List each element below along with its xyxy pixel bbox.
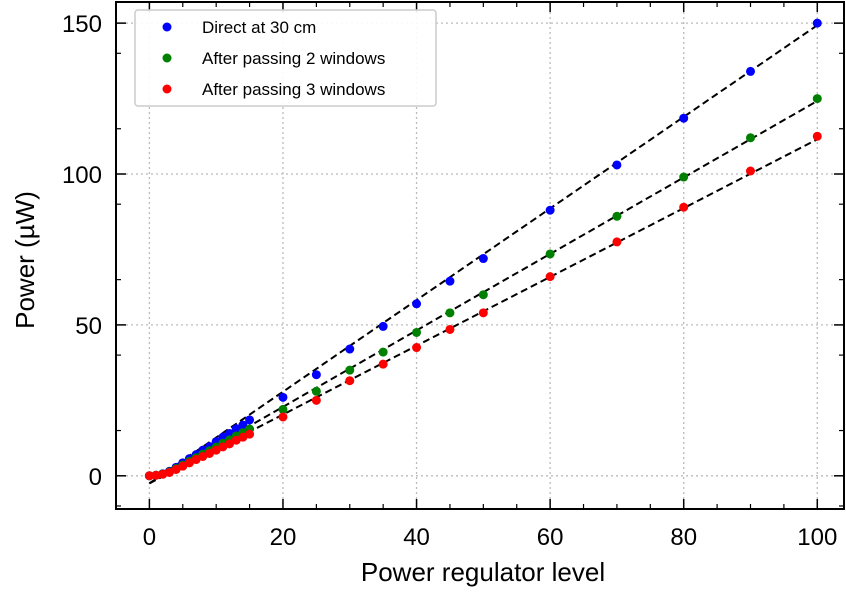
x-tick-label: 0 (143, 524, 156, 551)
data-point-series-3 (205, 448, 215, 458)
x-tick-label: 60 (537, 524, 564, 551)
fit-line-series-2 (148, 100, 818, 485)
data-point-series-1 (679, 113, 689, 123)
axis-ticks (116, 2, 844, 509)
data-point-series-2 (445, 308, 455, 318)
data-point-series-1 (545, 205, 555, 215)
data-point-series-1 (478, 254, 488, 264)
data-point-series-2 (278, 404, 288, 414)
data-point-series-2 (311, 386, 321, 396)
data-point-series-3 (612, 237, 622, 247)
data-point-series-1 (412, 299, 422, 309)
legend-marker (162, 22, 172, 32)
data-point-series-2 (745, 133, 755, 143)
legend-frame (134, 9, 437, 107)
data-point-series-1 (245, 415, 255, 425)
legend: Direct at 30 cm After passing 2 windows Af… (134, 9, 437, 107)
data-point-series-2 (679, 172, 689, 182)
data-point-series-1 (445, 276, 455, 286)
y-axis-label: Power (µW) (10, 191, 40, 329)
plot-frame (115, 1, 845, 510)
data-point-series-1 (278, 392, 288, 402)
legend-marker (162, 53, 172, 63)
data-point-series-3 (445, 324, 455, 334)
data-point-series-1 (612, 160, 622, 170)
data-point-series-2 (345, 365, 355, 375)
data-point-series-1 (231, 424, 241, 434)
data-point-series-2 (412, 327, 422, 337)
data-point-series-1 (311, 370, 321, 380)
data-point-series-2 (812, 94, 822, 104)
data-point-series-3 (412, 343, 422, 353)
data-point-series-3 (378, 359, 388, 369)
data-point-series-3 (211, 445, 221, 455)
legend-label: After passing 2 windows (202, 49, 385, 68)
y-tick-label: 100 (62, 162, 102, 189)
y-tick-label: 150 (62, 11, 102, 38)
data-point-series-1 (812, 18, 822, 28)
data-point-series-2 (612, 211, 622, 221)
data-point-series-3 (184, 458, 194, 468)
data-point-series-3 (345, 376, 355, 386)
x-tick-label: 20 (270, 524, 297, 551)
data-point-series-3 (151, 470, 161, 480)
data-point-series-2 (478, 290, 488, 300)
fit-line-series-1 (148, 24, 818, 485)
data-point-series-3 (171, 464, 181, 474)
data-point-series-3 (745, 166, 755, 176)
x-tick-label: 100 (797, 524, 837, 551)
legend-marker (162, 84, 172, 94)
data-point-series-3 (545, 272, 555, 282)
data-point-series-3 (311, 395, 321, 405)
data-point-series-1 (378, 321, 388, 331)
data-point-series-3 (245, 429, 255, 439)
data-point-series-3 (225, 439, 235, 449)
data-points (144, 18, 822, 481)
x-tick-label: 80 (670, 524, 697, 551)
y-tick-label: 50 (75, 313, 102, 340)
data-point-series-3 (278, 412, 288, 422)
data-point-series-3 (144, 471, 154, 481)
data-point-series-3 (178, 461, 188, 471)
data-point-series-3 (679, 202, 689, 212)
tick-labels: 0 20 40 60 80 100 0 50 100 150 (62, 11, 837, 551)
legend-label: After passing 3 windows (202, 80, 385, 99)
data-point-series-1 (345, 344, 355, 354)
x-axis-label: Power regulator level (361, 557, 605, 587)
x-tick-label: 40 (403, 524, 430, 551)
data-point-series-1 (238, 420, 248, 430)
legend-label: Direct at 30 cm (202, 18, 316, 37)
data-point-series-1 (745, 66, 755, 76)
data-point-series-3 (812, 131, 822, 141)
data-point-series-2 (378, 347, 388, 357)
data-point-series-2 (545, 249, 555, 259)
y-tick-label: 0 (89, 464, 102, 491)
data-point-series-3 (478, 308, 488, 318)
